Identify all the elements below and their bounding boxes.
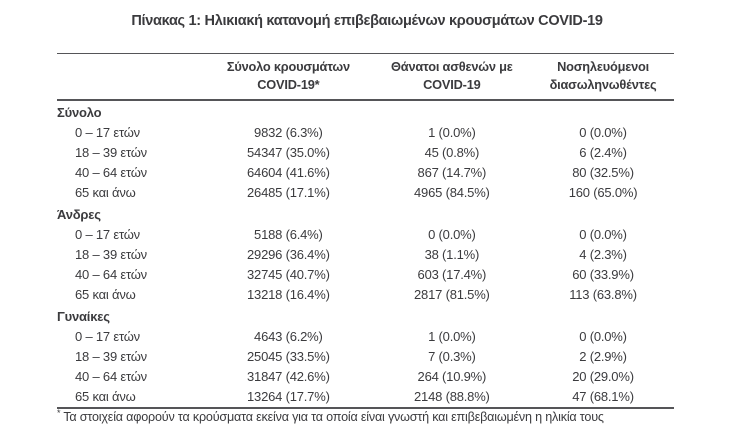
cases-value: 32745 (40.7%)	[247, 267, 330, 282]
intubated-header-line1: Νοσηλευόμενοι	[557, 59, 649, 74]
intubated-value: 4 (2.3%)	[579, 247, 627, 262]
age-group-label: 18 – 39 ετών	[75, 349, 147, 364]
section-header-row: Γυναίκες	[57, 305, 674, 327]
age-group-label: 0 – 17 ετών	[75, 125, 140, 140]
deaths-value: 45 (0.8%)	[424, 145, 480, 160]
cases-value: 25045 (33.5%)	[247, 349, 330, 364]
table-row: 40 – 64 ετών 32745 (40.7%) 603 (17.4%) 60 (…	[57, 265, 674, 285]
intubated-value: 113 (63.8%)	[569, 287, 637, 302]
table-title: Πίνακας 1: Ηλικιακή κατανομή επιβεβαιωμέ…	[131, 13, 603, 29]
cases-column-header: Σύνολο κρουσμάτων COVID-19*	[205, 53, 372, 101]
intubated-value: 80 (32.5%)	[572, 165, 634, 180]
cases-value: 9832 (6.3%)	[254, 125, 323, 140]
intubated-value: 60 (33.9%)	[572, 267, 634, 282]
intubated-value: 0 (0.0%)	[579, 125, 627, 140]
header-row: Σύνολο κρουσμάτων COVID-19* Θάνατοι ασθε…	[57, 53, 674, 101]
table-row: 40 – 64 ετών 64604 (41.6%) 867 (14.7%) 80 (…	[57, 163, 674, 183]
table-row: 18 – 39 ετών 54347 (35.0%) 45 (0.8%) 6 (2.4…	[57, 143, 674, 163]
age-group-label: 40 – 64 ετών	[75, 369, 147, 384]
intubated-value: 160 (65.0%)	[568, 185, 638, 200]
age-group-label: 18 – 39 ετών	[75, 145, 147, 160]
section-label: Σύνολο	[57, 105, 102, 120]
cases-value: 54347 (35.0%)	[247, 145, 330, 160]
age-group-label: 0 – 17 ετών	[75, 227, 140, 242]
table-row: 0 – 17 ετών 9832 (6.3%) 1 (0.0%) 0 (0.0%)	[57, 123, 674, 143]
age-group-label: 65 και άνω	[75, 389, 136, 404]
age-group-label: 40 – 64 ετών	[75, 165, 147, 180]
table-row: 0 – 17 ετών 5188 (6.4%) 0 (0.0%) 0 (0.0%)	[57, 225, 674, 245]
deaths-value: 7 (0.3%)	[428, 349, 476, 364]
empty-header-cell	[57, 53, 206, 101]
table-row: 65 και άνω 13264 (17.7%) 2148 (88.8%) 47 (6…	[57, 387, 674, 408]
section-label: Άνδρες	[57, 207, 101, 222]
deaths-value: 0 (0.0%)	[428, 227, 476, 242]
cases-value: 5188 (6.4%)	[254, 227, 323, 242]
intubated-value: 47 (68.1%)	[572, 389, 634, 404]
section-label: Γυναίκες	[57, 309, 110, 324]
deaths-column-header: Θάνατοι ασθενών με COVID-19	[371, 53, 533, 101]
deaths-value: 1 (0.0%)	[428, 329, 476, 344]
footnote: * Τα στοιχεία αφορούν τα κρούσματα εκείνα…	[57, 408, 674, 424]
intubated-value: 0 (0.0%)	[579, 329, 627, 344]
age-group-label: 40 – 64 ετών	[75, 267, 147, 282]
table-row: 65 και άνω 26485 (17.1%) 4965 (84.5%) 160 (…	[57, 183, 674, 203]
table-header: Σύνολο κρουσμάτων COVID-19* Θάνατοι ασθε…	[57, 53, 674, 101]
table-row: 18 – 39 ετών 29296 (36.4%) 38 (1.1%) 4 (2.3…	[57, 245, 674, 265]
table-row: 0 – 17 ετών 4643 (6.2%) 1 (0.0%) 0 (0.0%)	[57, 327, 674, 347]
deaths-value: 603 (17.4%)	[417, 267, 487, 282]
intubated-value: 2 (2.9%)	[579, 349, 627, 364]
age-group-label: 65 και άνω	[75, 185, 136, 200]
cases-value: 29296 (36.4%)	[247, 247, 330, 262]
cases-value: 26485 (17.1%)	[247, 185, 330, 200]
age-group-label: 65 και άνω	[75, 287, 136, 302]
age-group-label: 0 – 17 ετών	[75, 329, 140, 344]
table-row: 40 – 64 ετών 31847 (42.6%) 264 (10.9%) 20 (…	[57, 367, 674, 387]
age-group-label: 18 – 39 ετών	[75, 247, 147, 262]
cases-header-line2: COVID-19*	[257, 77, 320, 92]
covid-age-table: Σύνολο κρουσμάτων COVID-19* Θάνατοι ασθε…	[57, 53, 674, 409]
cases-value: 31847 (42.6%)	[247, 369, 330, 384]
deaths-header-line2: COVID-19	[423, 77, 481, 92]
deaths-value: 38 (1.1%)	[424, 247, 480, 262]
intubated-column-header: Νοσηλευόμενοι διασωληνωθέντες	[532, 53, 674, 101]
cases-header-line1: Σύνολο κρουσμάτων	[226, 59, 350, 74]
intubated-value: 6 (2.4%)	[579, 145, 627, 160]
intubated-value: 0 (0.0%)	[579, 227, 627, 242]
deaths-value: 264 (10.9%)	[417, 369, 487, 384]
deaths-value: 867 (14.7%)	[417, 165, 487, 180]
footnote-text: Τα στοιχεία αφορούν τα κρούσματα εκείνα …	[63, 410, 604, 425]
deaths-value: 2817 (81.5%)	[414, 287, 490, 302]
deaths-value: 2148 (88.8%)	[414, 389, 490, 404]
table-body: Σύνολο 0 – 17 ετών 9832 (6.3%) 1 (0.0%) 0 (0…	[57, 100, 674, 408]
covid-age-table-container: Σύνολο κρουσμάτων COVID-19* Θάνατοι ασθε…	[57, 53, 674, 409]
section-header-row: Σύνολο	[57, 100, 674, 123]
cases-value: 4643 (6.2%)	[254, 329, 323, 344]
section-header-row: Άνδρες	[57, 203, 674, 225]
deaths-value: 4965 (84.5%)	[414, 185, 490, 200]
table-row: 18 – 39 ετών 25045 (33.5%) 7 (0.3%) 2 (2.9%…	[57, 347, 674, 367]
deaths-header-line1: Θάνατοι ασθενών με	[391, 59, 513, 74]
cases-value: 13264 (17.7%)	[247, 389, 330, 404]
intubated-value: 20 (29.0%)	[572, 369, 634, 384]
table-row: 65 και άνω 13218 (16.4%) 2817 (81.5%) 113 (…	[57, 285, 674, 305]
deaths-value: 1 (0.0%)	[428, 125, 476, 140]
footnote-marker: *	[57, 408, 61, 418]
cases-value: 64604 (41.6%)	[247, 165, 330, 180]
intubated-header-line2: διασωληνωθέντες	[549, 77, 657, 92]
cases-value: 13218 (16.4%)	[247, 287, 330, 302]
